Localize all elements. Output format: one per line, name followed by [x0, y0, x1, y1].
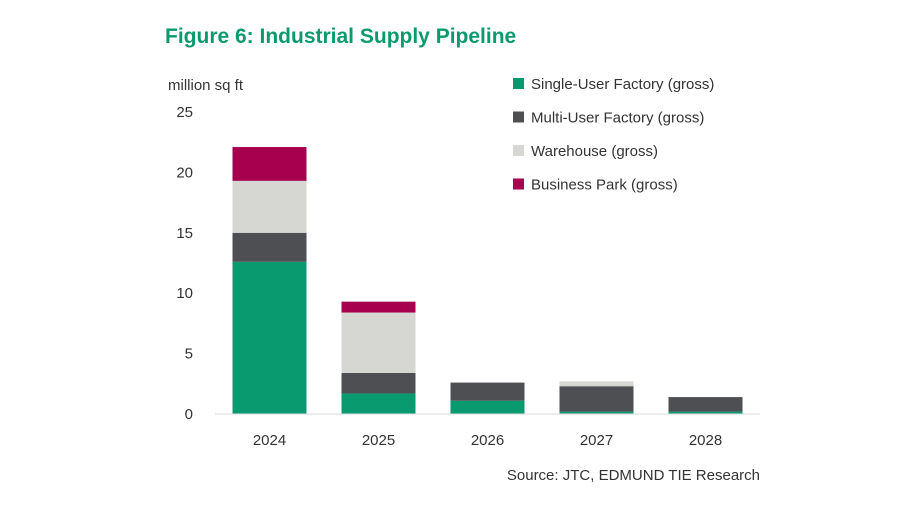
- bar-segment: [559, 386, 634, 412]
- legend-label: Business Park (gross): [531, 177, 678, 194]
- legend-label: Single-User Factory (gross): [531, 76, 714, 93]
- bar-segment: [232, 261, 307, 414]
- y-tick-label: 15: [176, 225, 193, 242]
- y-tick-label: 0: [185, 406, 193, 423]
- chart-title: Figure 6: Industrial Supply Pipeline: [165, 25, 517, 48]
- bar-segment: [450, 400, 525, 414]
- y-tick-label: 25: [176, 104, 193, 121]
- legend-swatch: [513, 78, 524, 89]
- legend-label: Multi-User Factory (gross): [531, 110, 704, 127]
- x-tick-label: 2026: [471, 432, 504, 449]
- legend-swatch: [513, 111, 524, 123]
- x-tick-label: 2027: [580, 432, 613, 449]
- y-tick-label: 5: [185, 346, 193, 363]
- legend-swatch: [513, 178, 524, 190]
- bar-segment: [232, 180, 307, 233]
- bar-segment: [668, 397, 743, 412]
- y-tick-label: 20: [176, 164, 193, 181]
- bar-segment: [559, 411, 634, 414]
- x-tick-label: 2028: [689, 432, 722, 449]
- bar-segment: [232, 147, 307, 181]
- bar-segment: [668, 411, 743, 414]
- y-axis-label: million sq ft: [168, 77, 244, 94]
- bar-segment: [341, 372, 416, 394]
- bar-segment: [450, 382, 525, 401]
- x-tick-label: 2025: [362, 432, 395, 449]
- bar-segment: [341, 312, 416, 373]
- x-tick-label: 2024: [253, 432, 286, 449]
- legend-label: Warehouse (gross): [531, 143, 658, 160]
- bar-segment: [232, 232, 307, 262]
- bar-segment: [341, 393, 416, 414]
- bar-segment: [559, 381, 634, 387]
- y-tick-label: 10: [176, 285, 193, 302]
- legend-swatch: [513, 145, 524, 156]
- bar-segment: [341, 301, 416, 313]
- source-note: Source: JTC, EDMUND TIE Research: [507, 467, 760, 484]
